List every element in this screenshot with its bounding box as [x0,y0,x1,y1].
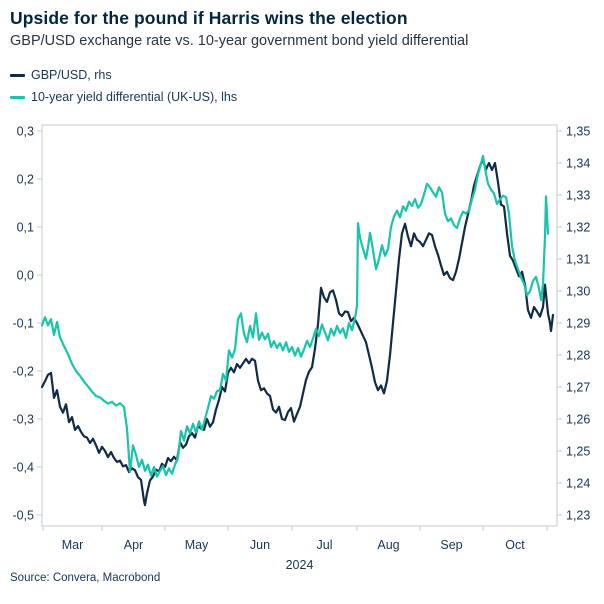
x-axis-month-label: Mar [62,538,84,552]
right-axis-tick-label: 1,33 [566,189,590,203]
x-axis-month-label: Apr [124,538,143,552]
left-axis-tick-label: -0,2 [12,365,34,379]
legend-label-gbpusd: GBP/USD, rhs [31,68,112,82]
right-axis-tick-label: 1,30 [566,285,590,299]
left-axis-tick-label: 0,1 [17,221,34,235]
right-axis-tick-label: 1,27 [566,381,590,395]
yield-differential-line-swatch-icon [10,95,25,99]
right-axis-tick-label: 1,28 [566,349,590,363]
left-axis-tick-label: 0,2 [17,173,34,187]
plot-frame [41,124,558,527]
x-axis-year-label: 2024 [286,558,314,572]
chart-subtitle: GBP/USD exchange rate vs. 10-year govern… [10,33,469,49]
legend: GBP/USD, rhs 10-year yield differential … [10,64,237,108]
x-axis-month-label: Jun [250,538,270,552]
x-axis-month-label: May [185,538,209,552]
legend-label-yield-differential: 10-year yield differential (UK-US), lhs [31,90,238,104]
left-axis-tick-label: 0,0 [17,269,34,283]
right-axis-tick-label: 1,29 [566,317,590,331]
left-axis-tick-label: -0,4 [12,461,34,475]
left-axis-tick-label: 0,3 [17,125,34,139]
legend-item-gbpusd: GBP/USD, rhs [10,64,237,86]
source-note: Source: Convera, Macrobond [10,572,161,584]
left-axis-tick-label: -0,5 [12,509,34,523]
yield-differential-line [40,154,550,478]
right-axis-tick-label: 1,26 [566,413,590,427]
right-axis-tick-label: 1,24 [566,477,590,491]
x-axis-month-label: Sep [440,538,462,552]
left-axis-tick-label: -0,3 [12,413,34,427]
right-axis-tick-label: 1,32 [566,221,590,235]
page-title: Upside for the pound if Harris wins the … [10,8,408,28]
x-axis-month-label: Jul [317,538,333,552]
right-axis-tick-label: 1,31 [566,253,590,267]
right-axis-tick-label: 1,23 [566,509,590,523]
gbpusd-line-swatch-icon [10,73,25,77]
left-axis-tick-label: -0,1 [12,317,34,331]
gbpusd-line [40,158,555,507]
x-axis-month-label: Aug [377,538,399,552]
x-axis-month-label: Oct [505,538,525,552]
right-axis-tick-label: 1,35 [566,125,590,139]
right-axis-tick-label: 1,34 [566,157,590,171]
right-axis-tick-label: 1,25 [566,445,590,459]
legend-item-yield-differential: 10-year yield differential (UK-US), lhs [10,86,237,108]
